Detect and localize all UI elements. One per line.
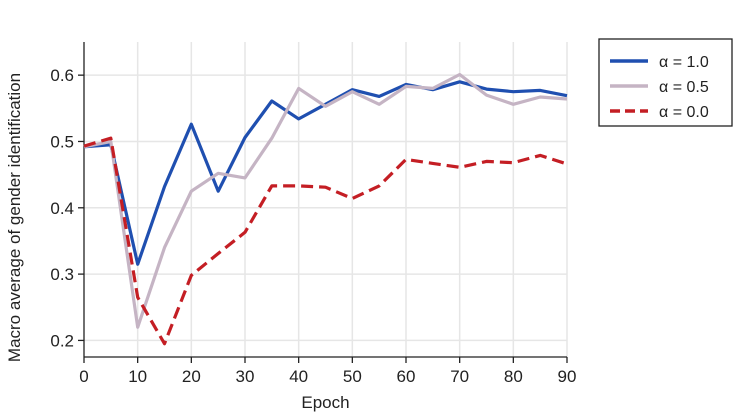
legend-label: α = 0.5 <box>659 79 709 96</box>
grid-lines <box>84 42 568 357</box>
x-tick-label: 70 <box>450 367 469 386</box>
x-tick-label: 20 <box>182 367 201 386</box>
legend-box <box>598 38 733 127</box>
x-tick-label: 0 <box>79 367 88 386</box>
x-axis-title: Epoch <box>301 393 349 412</box>
series-lines <box>83 72 568 346</box>
y-tick-label: 0.6 <box>50 66 74 85</box>
y-tick-label: 0.5 <box>50 132 74 151</box>
legend: α = 1.0 α = 0.5 α = 0.0 <box>598 38 733 127</box>
x-tick-label: 80 <box>504 367 523 386</box>
legend-label: α = 1.0 <box>659 54 709 71</box>
y-axis-title: Macro average of gender identification <box>5 73 24 362</box>
series-line-3 <box>83 136 568 346</box>
x-tick-label: 50 <box>343 367 362 386</box>
series-line-2 <box>83 72 568 329</box>
y-tick-label: 0.2 <box>50 331 74 350</box>
x-tick-label: 10 <box>128 367 147 386</box>
y-tick-label: 0.3 <box>50 265 74 284</box>
x-tick-label: 40 <box>289 367 308 386</box>
legend-label: α = 0.0 <box>659 104 709 121</box>
tick-labels: 0 10 20 30 40 50 60 70 80 90 0.2 0.3 0.4 0.5 0.6 <box>50 66 576 386</box>
x-tick-label: 30 <box>236 367 255 386</box>
y-tick-label: 0.4 <box>50 199 74 218</box>
series-line-1 <box>83 80 568 266</box>
x-tick-label: 60 <box>397 367 416 386</box>
axes <box>78 42 568 363</box>
x-tick-label: 90 <box>558 367 577 386</box>
